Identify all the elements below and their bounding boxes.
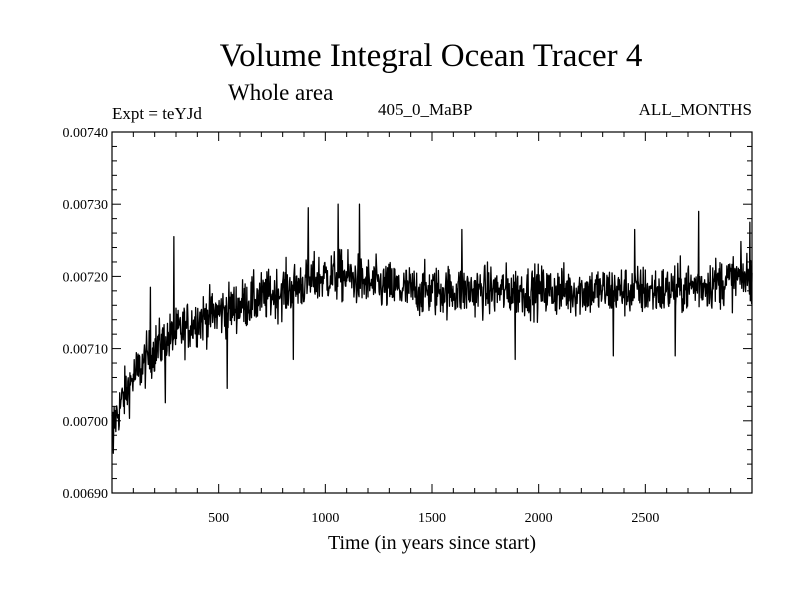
x-tick-label: 1500 [418,511,446,526]
x-tick-label: 1000 [311,511,339,526]
y-tick-label: 0.00730 [63,198,109,213]
plot-frame [111,131,753,494]
y-tick-label: 0.00740 [63,126,109,141]
period-label: 405_0_MaBP [378,100,473,119]
x-axis-label: Time (in years since start) [327,532,537,554]
x-tick-label: 2000 [525,511,553,526]
x-tick-label: 500 [208,511,229,526]
y-tick-label: 0.00720 [63,270,109,285]
x-tick-labels: 500 1000 1500 2000 2500 [208,511,659,526]
chart-title: Volume Integral Ocean Tracer 4 [219,38,643,74]
series-line [111,203,753,454]
y-tick-labels: 0.00690 0.00700 0.00710 0.00720 0.00730 0.007… [63,126,109,502]
months-label: ALL_MONTHS [638,100,752,119]
x-tick-label: 2500 [631,511,659,526]
chart-subtitle: Whole area [228,80,334,105]
y-tick-label: 0.00710 [63,343,109,358]
y-tick-label: 0.00690 [63,487,109,502]
experiment-label: Expt = teYJd [112,104,202,123]
y-tick-label: 0.00700 [63,415,109,430]
